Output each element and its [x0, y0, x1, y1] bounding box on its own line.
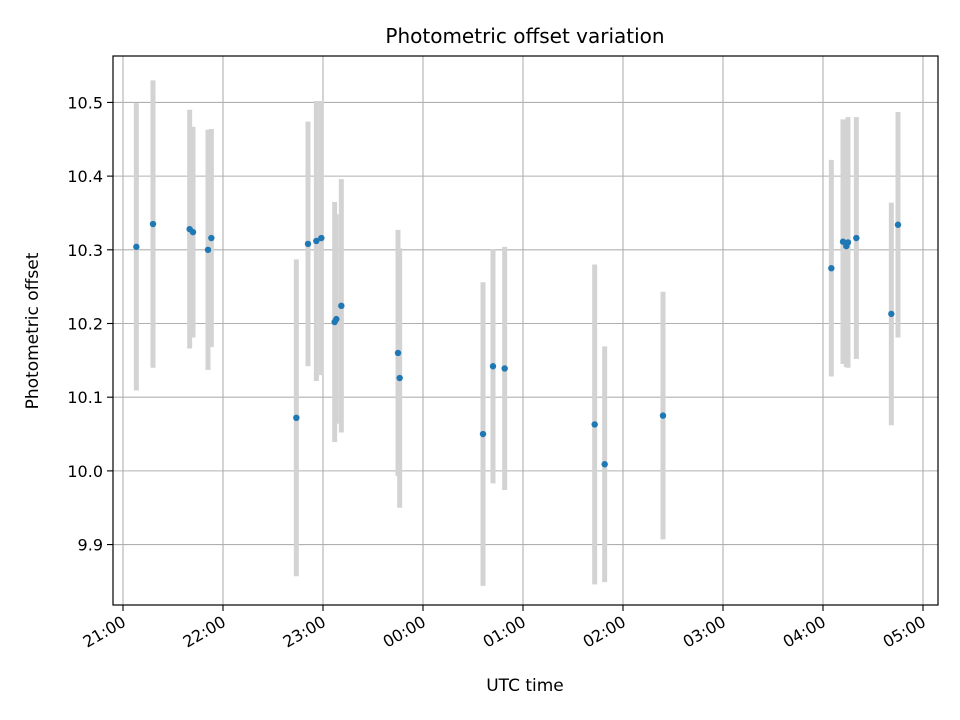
data-point: [394, 349, 402, 357]
data-point: [591, 421, 598, 428]
data-points: [133, 220, 902, 468]
data-point: [601, 461, 608, 468]
y-tick-label: 10.2: [67, 314, 103, 333]
data-point: [888, 310, 895, 318]
data-point: [828, 265, 835, 272]
y-tick-label: 10.5: [67, 93, 103, 112]
data-point: [318, 234, 325, 242]
data-point: [333, 315, 340, 323]
x-axis-label: UTC time: [486, 676, 564, 696]
y-axis-ticks: 9.9 10.0 10.1 10.2 10.3 10.4 10.5: [67, 93, 113, 555]
grid-lines: [113, 56, 938, 605]
data-point: [501, 365, 508, 372]
y-tick-label: 9.9: [78, 536, 103, 555]
data-point: [204, 246, 212, 254]
data-point: [894, 221, 902, 228]
data-point: [149, 220, 157, 228]
data-point: [839, 238, 847, 245]
data-point: [293, 414, 300, 422]
data-point: [133, 243, 140, 251]
data-point: [338, 302, 345, 310]
data-point: [189, 228, 197, 236]
data-point: [313, 237, 320, 245]
data-point: [659, 412, 667, 419]
y-tick-label: 10.3: [67, 241, 103, 260]
chart-title: Photometric offset variation: [385, 24, 664, 48]
data-point: [208, 234, 215, 242]
data-point: [844, 239, 852, 246]
data-point: [396, 374, 403, 382]
y-tick-label: 10.4: [67, 167, 103, 186]
data-point: [853, 234, 860, 242]
y-tick-label: 10.0: [67, 462, 103, 481]
data-point: [479, 430, 487, 438]
data-point: [489, 363, 497, 370]
y-tick-label: 10.1: [67, 388, 103, 407]
y-axis-label: Photometric offset: [23, 252, 43, 409]
data-point: [304, 240, 312, 248]
plot-area-frame: [112, 55, 939, 606]
